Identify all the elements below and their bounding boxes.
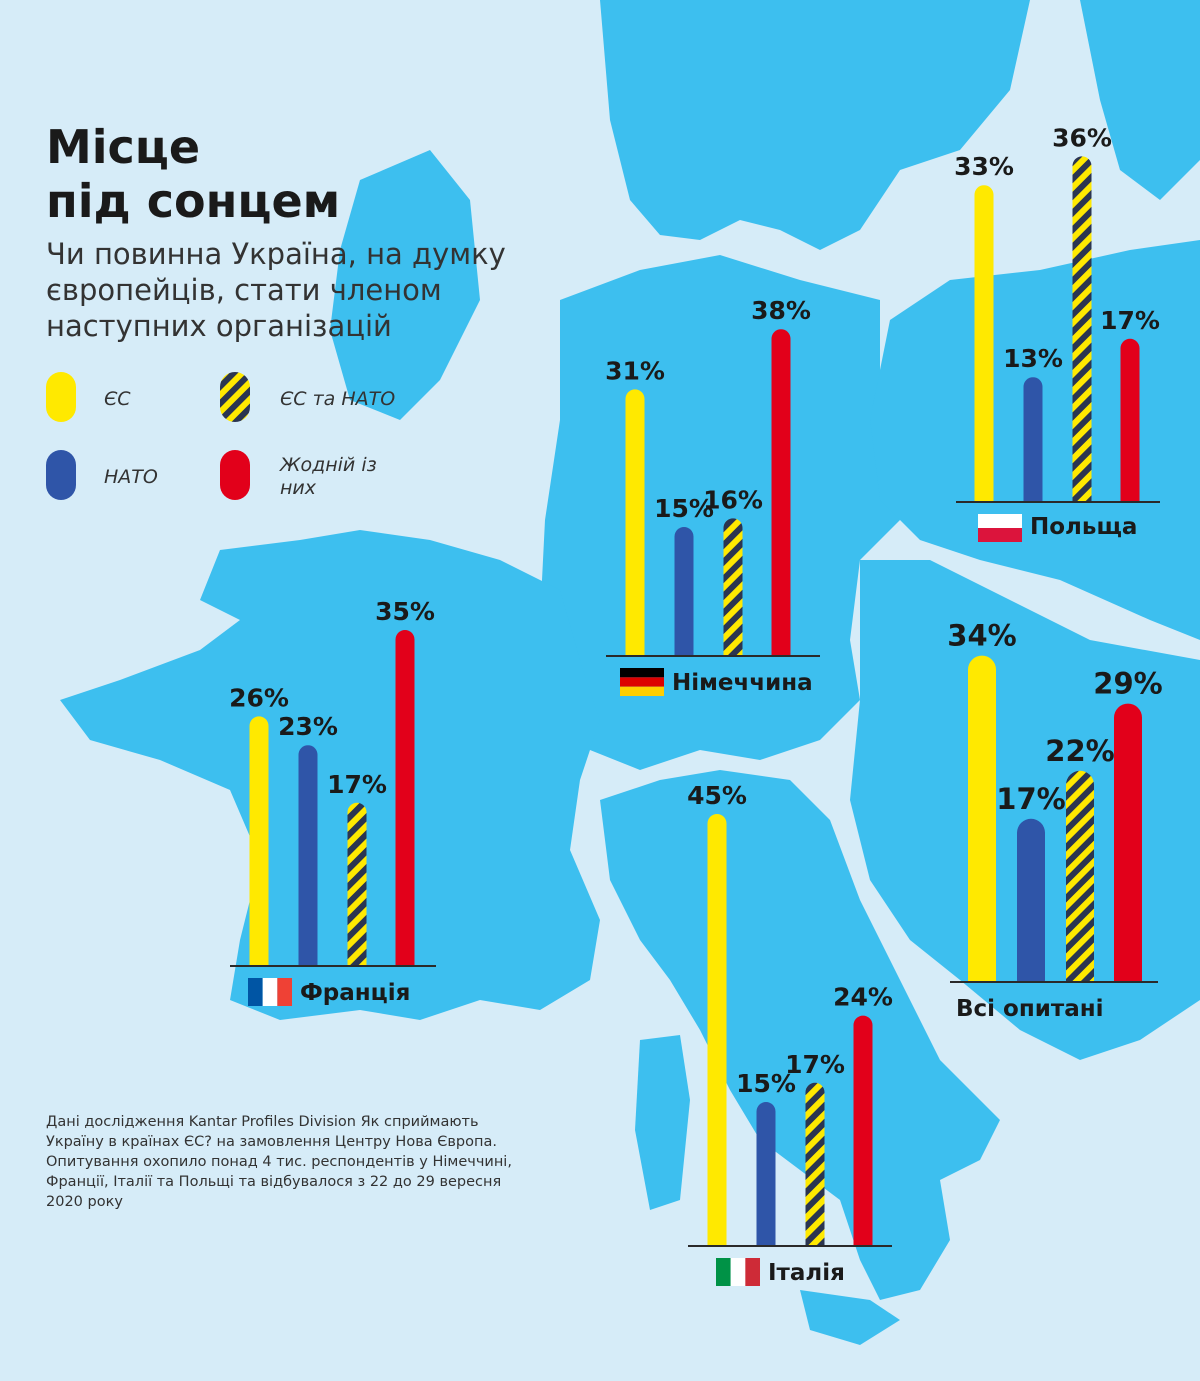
bar-nato bbox=[1017, 818, 1045, 982]
chart-country-name: Польща bbox=[1030, 514, 1137, 540]
land-france bbox=[60, 530, 600, 1020]
land-sicily bbox=[800, 1290, 900, 1345]
chart-country-name: Франція bbox=[300, 980, 410, 1006]
page-title: Місце під сонцем bbox=[46, 120, 340, 228]
bar-eu-nato bbox=[1072, 156, 1092, 502]
land-britain bbox=[330, 150, 480, 420]
legend-label-none: Жодній із них bbox=[280, 454, 377, 499]
land-finland bbox=[1080, 0, 1200, 200]
bar-eu-nato bbox=[723, 518, 743, 656]
data-label-nato: 17% bbox=[996, 782, 1065, 816]
data-label-none: 38% bbox=[751, 296, 811, 325]
bar-none bbox=[853, 1015, 873, 1246]
flag-italy-icon bbox=[716, 1258, 760, 1286]
data-label-none: 17% bbox=[1100, 306, 1160, 335]
bar-none bbox=[1114, 703, 1142, 982]
chart-country-name: Всі опитані bbox=[956, 996, 1104, 1022]
bar-nato bbox=[674, 527, 694, 656]
data-label-eu: 26% bbox=[229, 683, 289, 712]
data-label-nato: 13% bbox=[1003, 344, 1063, 373]
data-label-eu-nato: 17% bbox=[785, 1050, 845, 1079]
chart-0: 31% 15%16% 38% Німеччина bbox=[605, 296, 820, 696]
legend-label-nato: НАТО bbox=[104, 466, 158, 488]
land-eastern-europe bbox=[850, 560, 1200, 1060]
data-label-nato: 23% bbox=[278, 712, 338, 741]
chart-3: 45% 15%17% 24% Італія bbox=[687, 781, 893, 1286]
legend-label-eu: ЄС bbox=[104, 388, 131, 410]
bar-eu bbox=[968, 655, 996, 982]
chart-2: 26%23% 17% 35% Франція bbox=[229, 597, 436, 1006]
flag-germany-icon bbox=[620, 668, 664, 696]
bar-eu bbox=[707, 814, 727, 1246]
bar-none bbox=[395, 630, 415, 966]
data-label-eu-nato: 36% bbox=[1052, 123, 1112, 152]
bar-eu bbox=[974, 185, 994, 502]
bar-nato bbox=[298, 745, 318, 966]
land-scandinavia bbox=[600, 0, 1030, 250]
page-subtitle: Чи повинна Україна, на думку європейців,… bbox=[46, 237, 506, 343]
data-label-eu: 31% bbox=[605, 356, 665, 385]
data-label-none: 35% bbox=[375, 597, 435, 626]
bar-eu-nato bbox=[347, 802, 367, 966]
bar-nato bbox=[756, 1102, 776, 1246]
bar-eu-nato bbox=[1066, 770, 1094, 982]
data-label-none: 29% bbox=[1093, 667, 1162, 701]
title-line-2: під сонцем bbox=[46, 174, 341, 228]
data-label-eu: 34% bbox=[947, 619, 1016, 653]
data-label-eu-nato: 22% bbox=[1045, 734, 1114, 768]
source-note: Дані дослідження Kantar Profiles Divisio… bbox=[46, 1114, 512, 1210]
data-label-eu-nato: 17% bbox=[327, 770, 387, 799]
bar-eu bbox=[249, 716, 269, 966]
bar-eu-nato bbox=[805, 1082, 825, 1246]
bar-none bbox=[771, 329, 791, 656]
flag-poland-icon bbox=[978, 514, 1022, 542]
data-label-nato: 15% bbox=[654, 494, 714, 523]
title-line-1: Місце bbox=[46, 120, 201, 174]
flag-france-icon bbox=[248, 978, 292, 1006]
data-label-nato: 15% bbox=[736, 1069, 796, 1098]
chart-country-name: Німеччина bbox=[672, 670, 813, 696]
data-label-eu: 33% bbox=[954, 152, 1014, 181]
chart-4: 34% 17% 22% 29% Всі опитані bbox=[947, 619, 1162, 1022]
land-italy bbox=[600, 770, 1000, 1300]
data-label-eu-nato: 16% bbox=[703, 485, 763, 514]
legend-label-eu-nato: ЄС та НАТО bbox=[280, 388, 396, 410]
bar-nato bbox=[1023, 377, 1043, 502]
bar-none bbox=[1120, 338, 1140, 502]
bar-eu bbox=[625, 389, 645, 656]
data-label-eu: 45% bbox=[687, 781, 747, 810]
charts-group: 31%15%16%38%Німеччина33%13%36%17%Польща2… bbox=[229, 123, 1163, 1286]
chart-country-name: Італія bbox=[768, 1260, 845, 1286]
data-label-none: 24% bbox=[833, 983, 893, 1012]
land-sardinia bbox=[635, 1035, 690, 1210]
chart-1: 33% 13% 36% 17% Польща bbox=[954, 123, 1160, 542]
